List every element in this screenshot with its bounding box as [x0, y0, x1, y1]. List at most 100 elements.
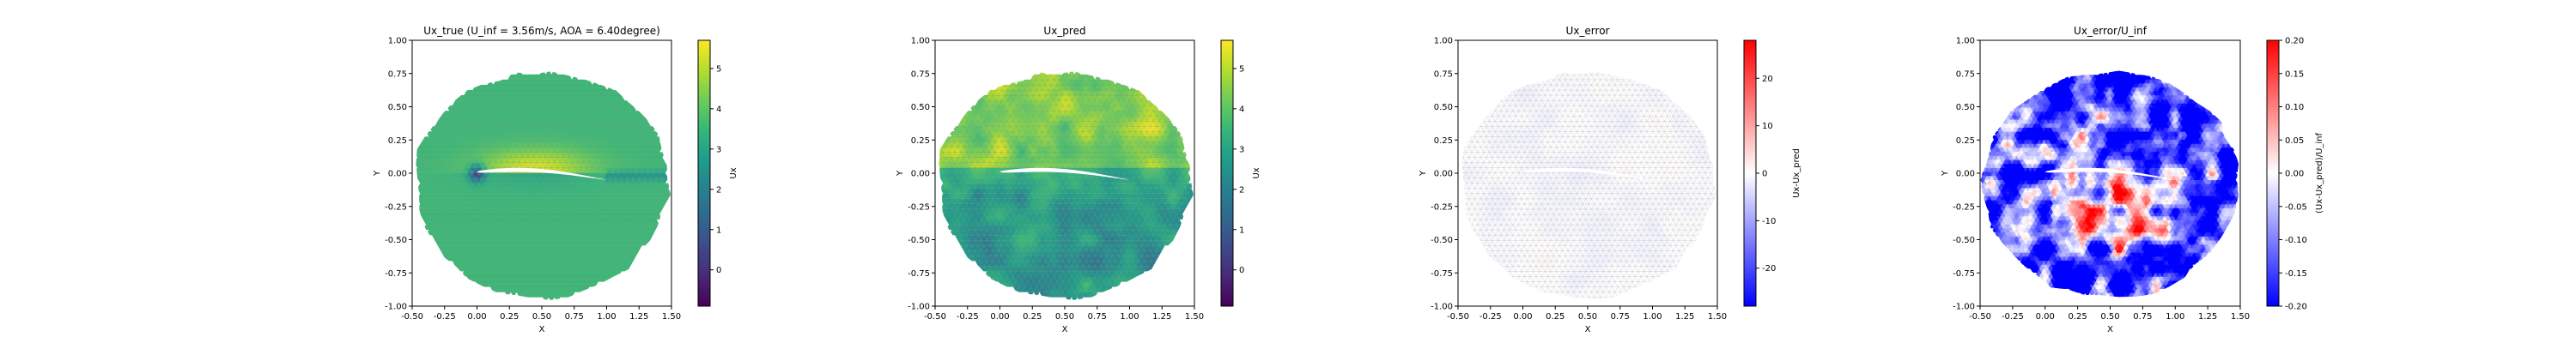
mesh-cell: [618, 105, 625, 111]
mesh-cell: [460, 125, 468, 132]
mesh-cell: [551, 71, 558, 75]
mesh-cell: [957, 234, 964, 241]
mesh-cell: [1133, 244, 1139, 251]
mesh-cell: [487, 193, 494, 200]
mesh-cell: [533, 193, 540, 200]
mesh-cell: [560, 198, 567, 205]
mesh-cell: [589, 115, 596, 122]
mesh-cell: [560, 125, 567, 132]
mesh-cell: [1094, 260, 1102, 267]
mesh-cell: [1024, 239, 1031, 246]
mesh-cell: [589, 167, 596, 173]
mesh-cell: [995, 260, 1002, 267]
mesh-cell: [460, 167, 468, 173]
mesh-cell: [1146, 229, 1154, 236]
mesh-cell: [516, 71, 523, 75]
mesh-cell: [531, 281, 538, 287]
mesh-cell: [1109, 244, 1116, 251]
mesh-cell: [554, 297, 561, 300]
mesh-cell: [644, 193, 652, 200]
mesh-cell: [504, 183, 512, 189]
mesh-cell: [635, 125, 642, 132]
mesh-cell: [460, 147, 468, 153]
mesh-cell: [504, 193, 512, 200]
mesh-cell: [431, 188, 439, 194]
mesh-cell: [1089, 219, 1096, 226]
mesh-cell: [592, 130, 598, 137]
mesh-cell: [1079, 224, 1087, 231]
mesh-cell: [545, 286, 552, 292]
mesh-cell: [583, 94, 590, 101]
mesh-cell: [621, 193, 628, 200]
mesh-cell: [604, 193, 611, 200]
mesh-cell: [425, 219, 433, 226]
mesh-cell: [489, 229, 497, 236]
mesh-cell: [489, 125, 497, 132]
mesh-cell: [545, 99, 552, 106]
mesh-cell: [644, 152, 652, 158]
mesh-cell: [618, 208, 625, 215]
mesh-cell: [1044, 214, 1052, 220]
mesh-cell: [548, 271, 555, 277]
mesh-cell: [1024, 271, 1031, 277]
mesh-cell: [425, 157, 433, 163]
mesh-cell: [519, 94, 526, 101]
mesh-cell: [545, 110, 552, 117]
mesh-cell: [606, 84, 614, 91]
mesh-cell: [1173, 224, 1180, 231]
mesh-cell: [1094, 271, 1102, 277]
mesh-cell: [618, 157, 625, 163]
mesh-cell: [1065, 219, 1072, 226]
chart-panel-2: -0.50 -0.25 0.00 0.25 0.50 0.75 1.00 1.25 1.50-1…: [896, 25, 1261, 334]
mesh-cell: [431, 208, 439, 215]
mesh-cell: [618, 219, 625, 226]
mesh-cell: [589, 94, 596, 101]
mesh-cell: [548, 94, 555, 101]
mesh-cell: [1094, 281, 1102, 287]
mesh-cell: [633, 224, 640, 231]
mesh-cell: [586, 234, 593, 241]
mesh-cell: [1073, 266, 1081, 272]
mesh-cell: [604, 172, 611, 178]
mesh-cell: [644, 203, 652, 210]
mesh-cell: [615, 193, 623, 200]
mesh-cell: [981, 214, 987, 220]
mesh-cell: [531, 105, 538, 111]
mesh-cell: [504, 99, 512, 106]
mesh-cell: [635, 198, 642, 205]
mesh-cell: [1158, 239, 1165, 246]
mesh-cell: [460, 239, 468, 246]
mesh-cell: [1033, 224, 1040, 231]
mesh-cell: [1109, 276, 1116, 282]
mesh-cell: [1103, 244, 1110, 251]
mesh-cell: [1050, 244, 1058, 251]
mesh-cell: [1045, 286, 1052, 292]
mesh-cell: [960, 229, 967, 236]
mesh-cell: [431, 147, 439, 153]
mesh-cell: [1010, 244, 1017, 251]
y-tick-label: 0.75: [388, 69, 407, 79]
mesh-cell: [981, 234, 987, 241]
mesh-cell: [556, 193, 564, 200]
mesh-cell: [504, 162, 512, 168]
mesh-cell: [975, 234, 981, 241]
mesh-cell: [539, 193, 546, 200]
mesh-cell: [571, 94, 579, 101]
mesh-cell: [416, 172, 424, 178]
mesh-cell: [475, 266, 483, 272]
colorbar-tick-label: 0: [716, 266, 721, 275]
mesh-cell: [531, 198, 538, 205]
mesh-cell: [1024, 281, 1031, 287]
mesh-cell: [1089, 271, 1096, 277]
mesh-cell: [577, 79, 584, 86]
mesh-cell: [504, 255, 512, 262]
mesh-cell: [504, 234, 512, 241]
mesh-cell: [416, 152, 424, 158]
mesh-cell: [531, 115, 538, 122]
mesh-cell: [464, 234, 471, 241]
mesh-cell: [545, 276, 552, 282]
mesh-cell: [493, 234, 500, 241]
mesh-cell: [995, 239, 1002, 246]
mesh-cell: [635, 178, 642, 184]
mesh-cell: [501, 94, 508, 101]
